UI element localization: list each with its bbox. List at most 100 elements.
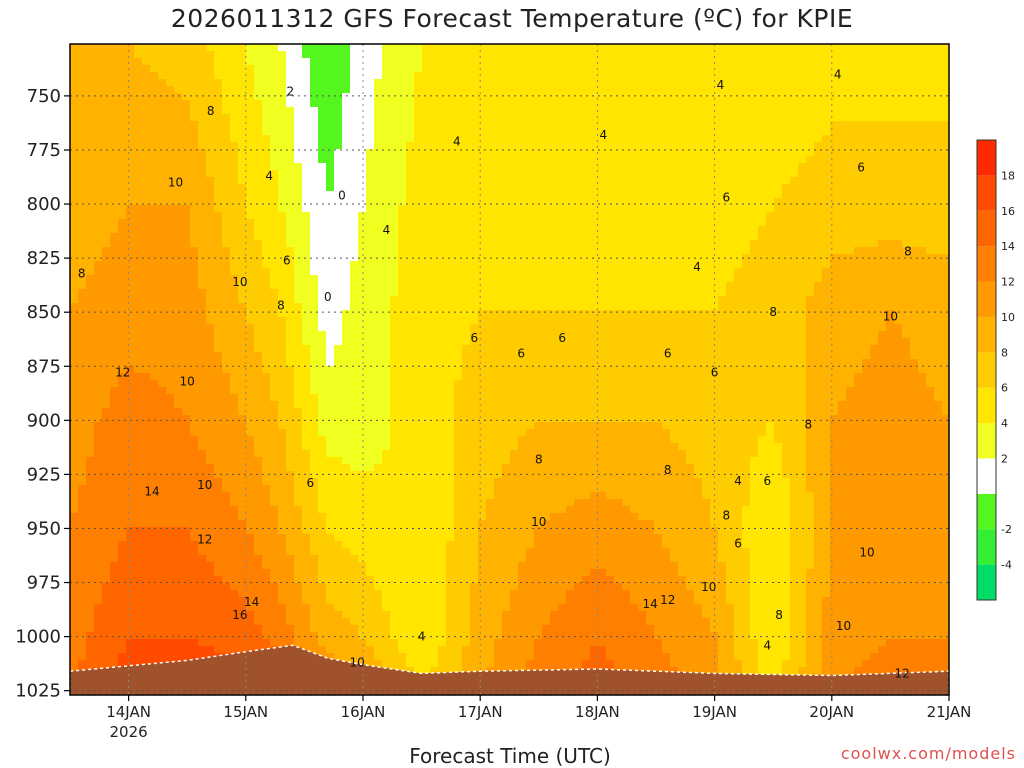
contour-label: 2 bbox=[287, 85, 295, 99]
x-tick-label: 21JAN bbox=[927, 703, 972, 721]
colorbar-label: 16 bbox=[1001, 205, 1015, 218]
colorbar-swatch bbox=[977, 387, 996, 424]
contour-label: 6 bbox=[764, 474, 772, 488]
y-tick-label: 900 bbox=[27, 410, 61, 431]
contour-label: 4 bbox=[764, 638, 772, 652]
x-tick-label: 16JAN bbox=[341, 703, 386, 721]
contour-label: 4 bbox=[383, 223, 391, 237]
colorbar-label: 12 bbox=[1001, 276, 1015, 289]
y-tick-label: 1000 bbox=[15, 627, 61, 648]
contour-label: 8 bbox=[904, 245, 912, 259]
contour-label: 12 bbox=[115, 366, 130, 380]
colorbar-label: 18 bbox=[1001, 169, 1015, 182]
contour-label: 10 bbox=[197, 478, 212, 492]
credit-link[interactable]: coolwx.com/models bbox=[840, 744, 1016, 763]
contour-label: 8 bbox=[277, 299, 285, 313]
x-tick-label: 17JAN bbox=[458, 703, 503, 721]
contour-label: 10 bbox=[180, 374, 195, 388]
contour-label: 6 bbox=[734, 537, 742, 551]
contour-label: 8 bbox=[535, 452, 543, 466]
contour-label: 6 bbox=[471, 331, 479, 345]
contour-labels: 8810101012101412141646820046104466681041… bbox=[78, 67, 912, 680]
colorbar-swatch bbox=[977, 140, 996, 176]
x-tick-sublabel: 2026 bbox=[110, 723, 148, 741]
contour-label: 10 bbox=[883, 310, 898, 324]
x-tick-label: 20JAN bbox=[809, 703, 854, 721]
y-tick-label: 875 bbox=[27, 356, 61, 377]
colorbar-label: -4 bbox=[1001, 559, 1012, 572]
contour-label: 10 bbox=[531, 515, 546, 529]
contour-label: 6 bbox=[857, 160, 865, 174]
contour-label: 14 bbox=[642, 597, 657, 611]
contour-label: 12 bbox=[660, 593, 675, 607]
colorbar-label: 4 bbox=[1001, 417, 1008, 430]
contour-label: 8 bbox=[769, 305, 777, 319]
contour-label: 10 bbox=[168, 175, 183, 189]
contour-label: 4 bbox=[265, 169, 273, 183]
x-tick-label: 19JAN bbox=[692, 703, 737, 721]
contour-label: 0 bbox=[324, 290, 332, 304]
colorbar-swatch bbox=[977, 210, 996, 247]
y-axis: 750 775 800 825 850 875 900 925 950 975 1000 1025 bbox=[15, 86, 70, 702]
contour-label: 14 bbox=[244, 595, 259, 609]
contour-label: 0 bbox=[338, 188, 346, 202]
plot-grid bbox=[70, 44, 950, 695]
contour-label: 4 bbox=[734, 474, 742, 488]
contour-label: 8 bbox=[775, 608, 783, 622]
x-tick-label: 18JAN bbox=[575, 703, 620, 721]
colorbar-label: 8 bbox=[1001, 346, 1008, 359]
contour-label: 8 bbox=[722, 508, 730, 522]
colorbar-label: 14 bbox=[1001, 240, 1015, 253]
chart-title: 2026011312 GFS Forecast Temperature (ºC)… bbox=[170, 4, 854, 33]
y-tick-label: 1025 bbox=[15, 681, 61, 702]
colorbar-label: 10 bbox=[1001, 311, 1015, 324]
contour-label: 10 bbox=[859, 545, 874, 559]
colorbar-swatch bbox=[977, 458, 996, 494]
x-tick-label: 14JAN bbox=[106, 703, 151, 721]
y-tick-label: 950 bbox=[27, 518, 61, 539]
colorbar-swatch bbox=[977, 281, 996, 317]
contour-label: 6 bbox=[283, 253, 291, 267]
plot-frame bbox=[69, 43, 950, 696]
colorbar-swatch bbox=[977, 564, 996, 600]
contour-label: 10 bbox=[232, 275, 247, 289]
contour-label: 10 bbox=[836, 619, 851, 633]
contour-label: 8 bbox=[78, 266, 86, 280]
colorbar-swatch bbox=[977, 529, 996, 565]
contour-label: 4 bbox=[453, 134, 461, 148]
colorbar-swatch bbox=[977, 423, 996, 459]
contour-label: 14 bbox=[144, 485, 159, 499]
contour-label: 4 bbox=[717, 78, 725, 92]
contour-label: 10 bbox=[349, 656, 364, 670]
colorbar-swatch bbox=[977, 493, 996, 530]
y-tick-label: 975 bbox=[27, 573, 61, 594]
contour-label: 4 bbox=[834, 67, 842, 81]
contour-label: 16 bbox=[232, 608, 247, 622]
terrain-surface bbox=[70, 644, 949, 695]
colorbar: -4 -2 2 4 6 8 10 12 14 16 18 bbox=[976, 139, 1015, 601]
x-axis-label: Forecast Time (UTC) bbox=[409, 744, 611, 768]
x-axis: 14JAN 2026 15JAN 16JAN 17JAN 18JAN 19JAN 20JAN 2… bbox=[106, 695, 971, 741]
colorbar-label: -2 bbox=[1001, 523, 1012, 536]
contour-label: 8 bbox=[664, 463, 672, 477]
contour-label: 6 bbox=[517, 346, 525, 360]
colorbar-swatch bbox=[977, 316, 996, 353]
contour-label: 4 bbox=[418, 630, 426, 644]
y-tick-label: 750 bbox=[27, 86, 61, 107]
colorbar-swatch bbox=[977, 352, 996, 388]
y-tick-label: 800 bbox=[27, 194, 61, 215]
x-tick-label: 15JAN bbox=[223, 703, 268, 721]
contour-label: 6 bbox=[722, 191, 730, 205]
colorbar-swatch bbox=[977, 246, 996, 282]
y-tick-label: 825 bbox=[27, 248, 61, 269]
y-tick-label: 775 bbox=[27, 140, 61, 161]
contour-label: 4 bbox=[599, 128, 607, 142]
y-tick-label: 925 bbox=[27, 464, 61, 485]
contour-label: 6 bbox=[664, 346, 672, 360]
contour-label: 12 bbox=[197, 532, 212, 546]
temperature-field bbox=[70, 44, 949, 695]
colorbar-label: 2 bbox=[1001, 452, 1008, 465]
contour-label: 6 bbox=[711, 366, 719, 380]
y-tick-label: 850 bbox=[27, 302, 61, 323]
